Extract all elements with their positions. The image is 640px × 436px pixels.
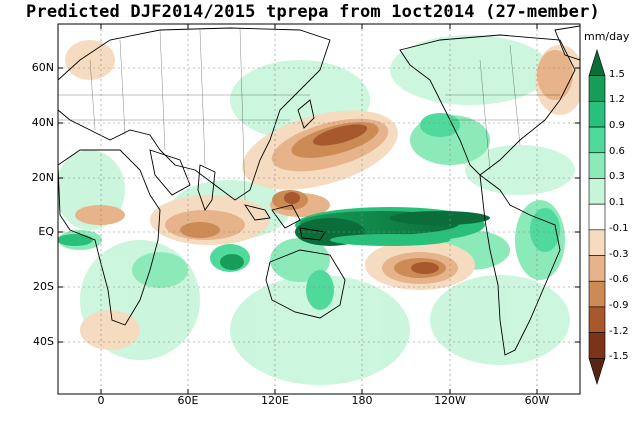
- colorbar-bin: [588, 306, 606, 333]
- lon-label-120e: 120E: [261, 394, 289, 407]
- lon-label-120w: 120W: [434, 394, 466, 407]
- colorbar-bin: [588, 332, 606, 359]
- graticule: [58, 24, 580, 394]
- colorbar-bin: [588, 126, 606, 154]
- colorbar-level-label: 0.9: [609, 120, 625, 132]
- colorbar-bin: [588, 75, 606, 102]
- colorbar-bin: [588, 48, 606, 76]
- colorbar-bin: [588, 101, 606, 128]
- colorbar-bin: [588, 280, 606, 308]
- colorbar-level-label: -0.9: [609, 299, 629, 311]
- lat-label-40n: 40N: [31, 116, 54, 129]
- colorbar-level-label: -1.5: [609, 351, 629, 363]
- colorbar-level-label: 1.5: [609, 68, 625, 80]
- colorbar-level-label: 0.6: [609, 145, 625, 157]
- colorbar-level-label: -0.3: [609, 248, 629, 260]
- colorbar-bin: [588, 229, 606, 256]
- lat-label-40s: 40S: [33, 335, 54, 348]
- colorbar-bin: [588, 358, 606, 386]
- colorbar-level-label: 0.3: [609, 171, 625, 183]
- lon-label-60e: 60E: [177, 394, 199, 407]
- lon-label-60w: 60W: [524, 394, 550, 407]
- lat-label-eq: EQ: [38, 225, 54, 238]
- colorbar-level-label: -1.2: [609, 325, 629, 337]
- colorbar-level-label: -0.6: [609, 274, 629, 286]
- colorbar-bin: [588, 203, 606, 231]
- anomaly-shading: [58, 25, 580, 385]
- colorbar-bin: [588, 152, 606, 179]
- lat-label-60n: 60N: [31, 61, 54, 74]
- colorbar-level-label: -0.1: [609, 222, 629, 234]
- map-frame: [57, 23, 581, 395]
- lon-label-180: 180: [351, 394, 373, 407]
- colorbar-level-label: 0.1: [609, 197, 625, 209]
- lat-label-20n: 20N: [31, 171, 54, 184]
- axis-ticks: [58, 24, 580, 394]
- lon-label-0: 0: [97, 394, 105, 407]
- colorbar-units: mm/day: [584, 30, 630, 43]
- colorbar: [588, 48, 606, 386]
- coastlines: [58, 25, 580, 356]
- map-title: Predicted DJF2014/2015 tprepa from 1oct2…: [26, 2, 600, 22]
- lat-label-20s: 20S: [33, 280, 54, 293]
- colorbar-bin: [588, 178, 606, 205]
- colorbar-level-label: 1.2: [609, 94, 625, 106]
- colorbar-bin: [588, 255, 606, 282]
